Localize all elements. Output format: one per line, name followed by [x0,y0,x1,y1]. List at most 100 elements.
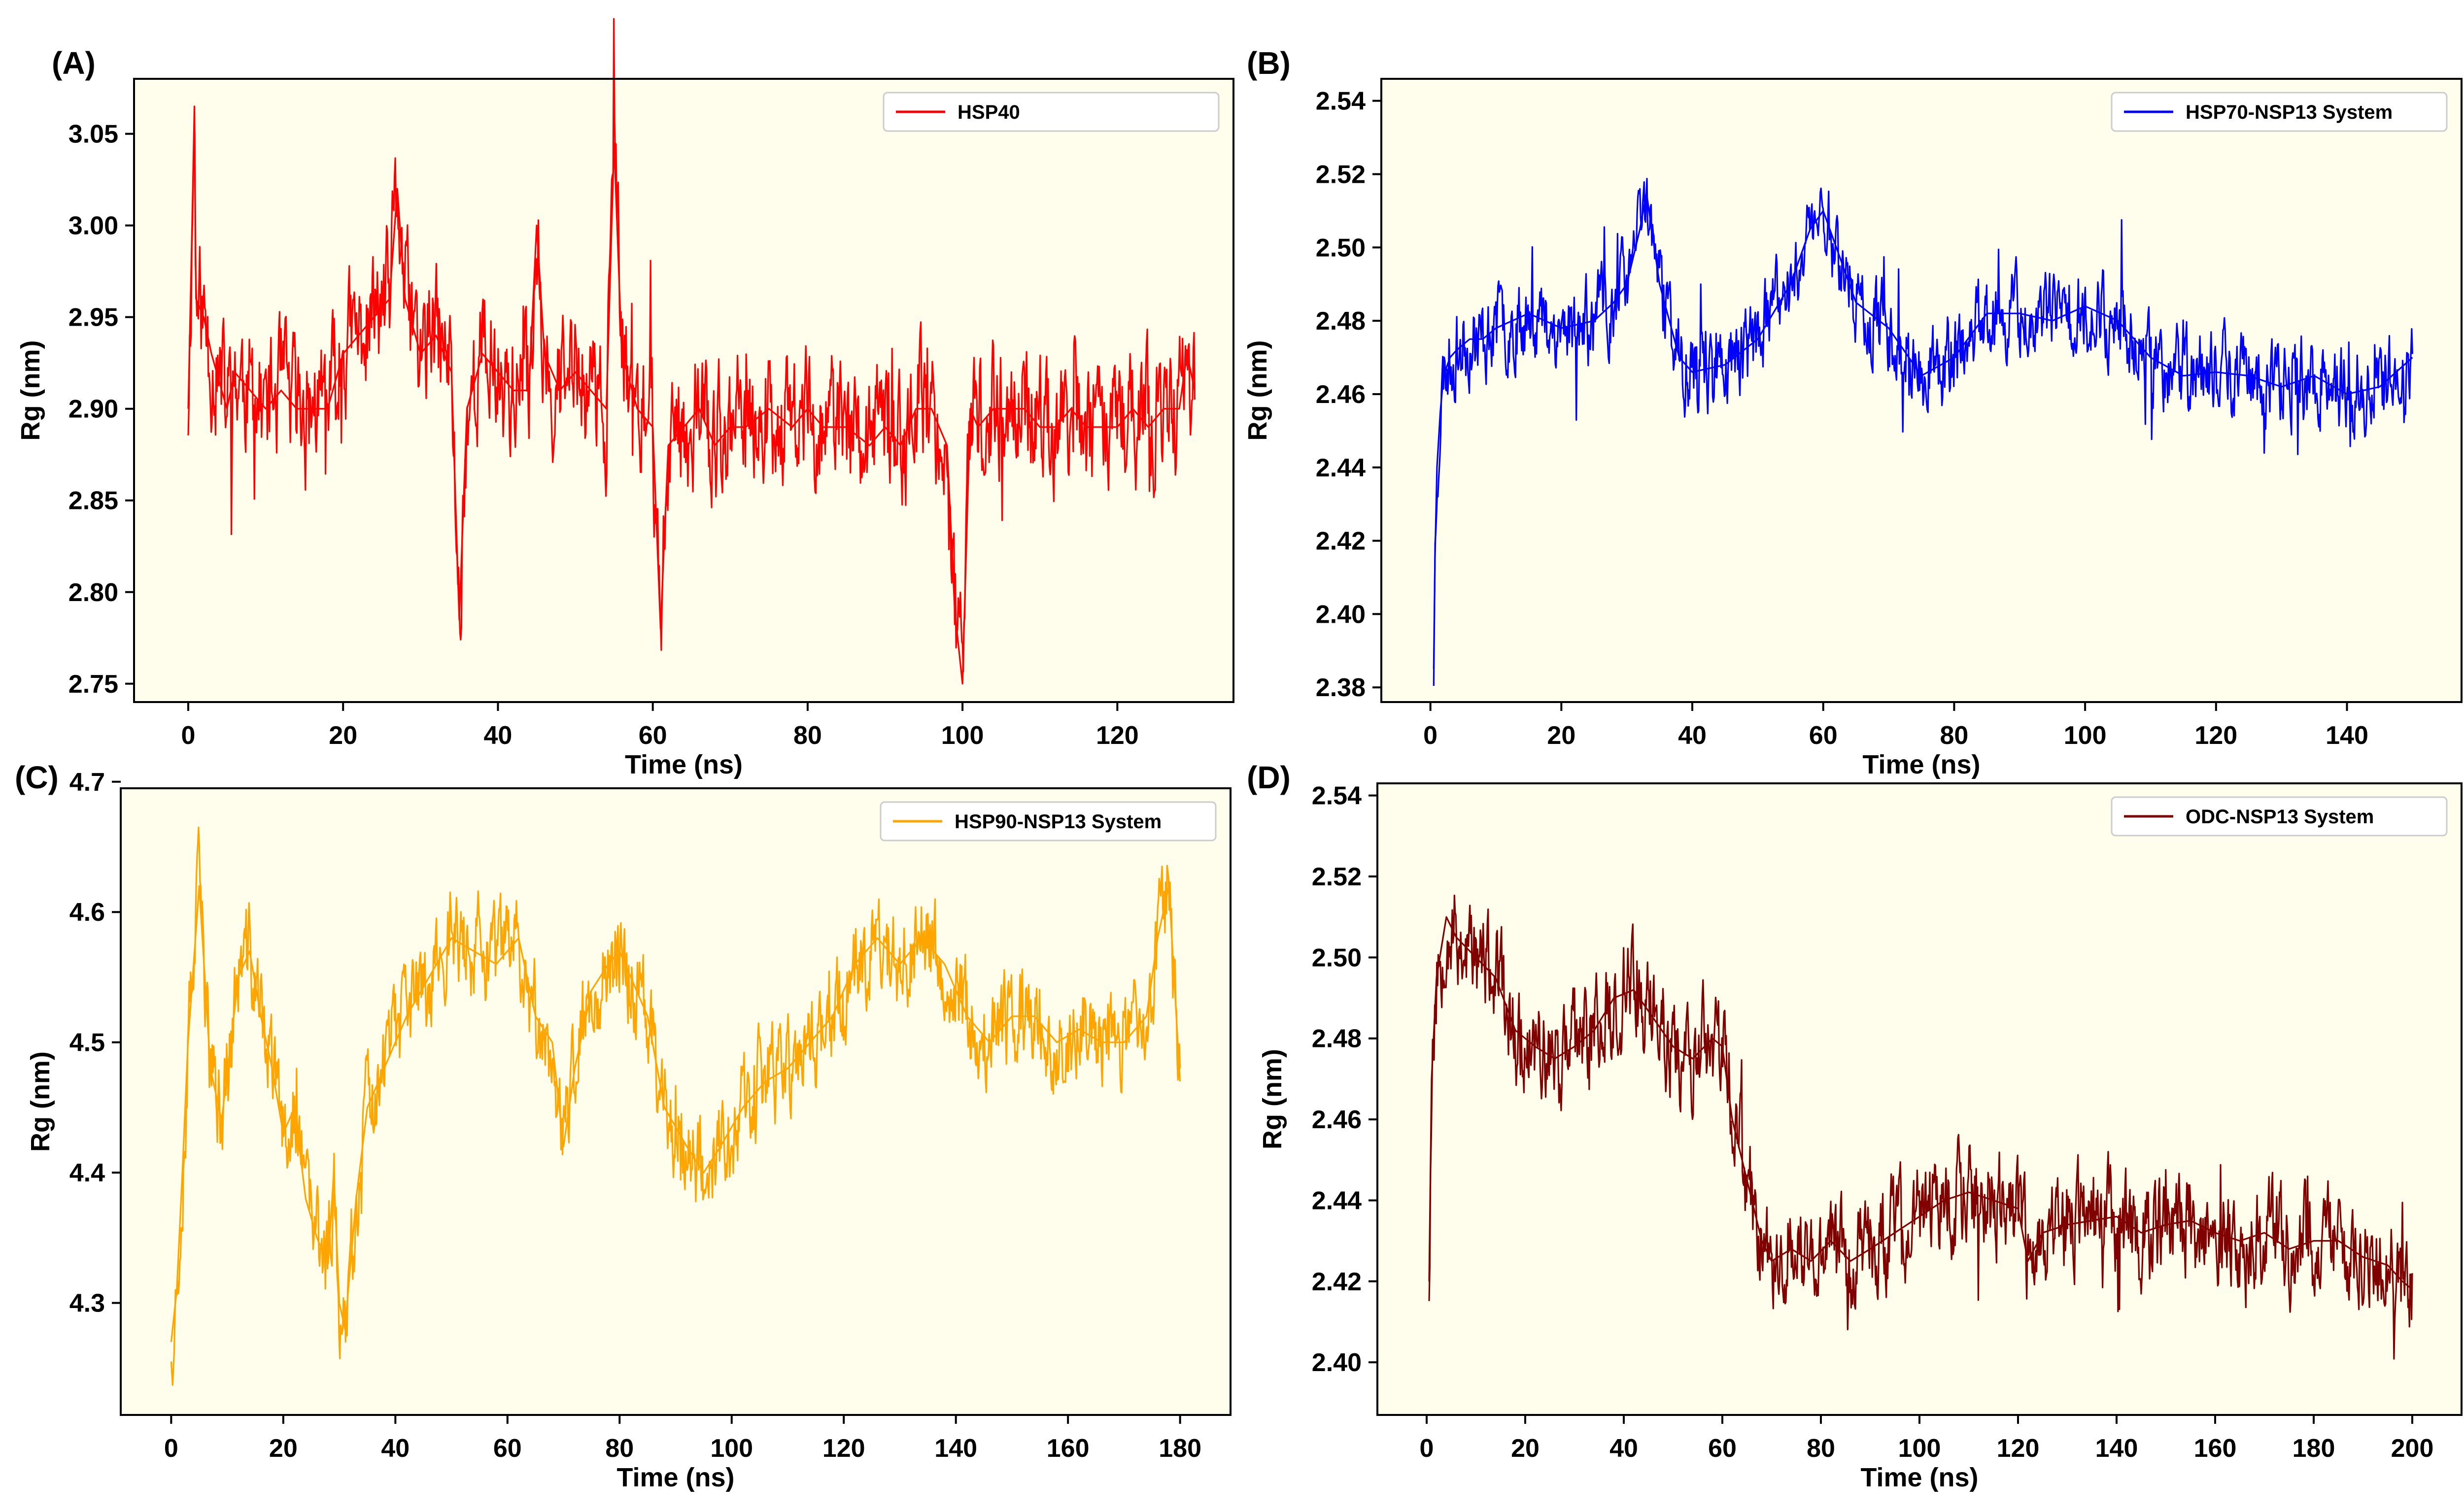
legend-box [2111,796,2448,837]
y-tick-label: 2.40 [1316,600,1366,629]
y-tick-label: 2.52 [1316,160,1366,189]
x-tick-label: 200 [2391,1434,2434,1463]
y-tick-label: 2.48 [1316,307,1366,336]
x-tick-label: 80 [793,721,822,750]
legend-label: HSP40 [958,101,1020,123]
y-tick-label: 2.38 [1316,673,1366,702]
x-tick-label: 180 [1159,1434,1201,1463]
x-tick-label: 40 [484,721,513,750]
y-tick-label: 4.6 [69,898,105,927]
x-axis-label: Time (ns) [625,750,743,779]
x-tick-label: 160 [2194,1434,2237,1463]
y-tick-label: 3.00 [68,212,118,240]
legend-box [883,92,1220,132]
x-tick-label: 60 [1708,1434,1737,1463]
series-trend-0 [187,105,1196,685]
x-tick-label: 100 [1898,1434,1941,1463]
series-line-0 [187,18,1196,672]
plot-area [1377,783,2462,1415]
panel-label: (A) [52,45,96,81]
y-tick-label: 2.50 [1316,234,1366,262]
x-tick-label: 180 [2293,1434,2335,1463]
legend-label: HSP90-NSP13 System [955,811,1162,833]
x-axis-label: Time (ns) [1862,750,1980,779]
y-tick-label: 2.46 [1312,1106,1362,1134]
y-axis-label: Rg (nm) [26,1051,55,1152]
x-tick-label: 0 [1423,721,1437,750]
y-tick-label: 4.4 [69,1159,105,1187]
series-trend-0 [170,885,1181,1343]
legend-box [2111,92,2448,132]
legend: HSP40 [883,92,1220,132]
axes-frame [1380,78,2463,703]
panel-label: (B) [1247,45,1291,81]
x-tick-label: 160 [1047,1434,1090,1463]
x-tick-label: 80 [1940,721,1969,750]
y-axis-label: Rg (nm) [1243,340,1272,441]
x-tick-label: 20 [1547,721,1575,750]
y-tick-label: 2.42 [1316,527,1366,556]
x-tick-label: 0 [164,1434,178,1463]
x-tick-label: 120 [2194,721,2237,750]
x-tick-label: 20 [269,1434,298,1463]
axes-frame [133,78,1234,703]
x-tick-label: 120 [1997,1434,2040,1463]
x-tick-label: 120 [822,1434,865,1463]
x-tick-label: 100 [941,721,984,750]
y-tick-label: 2.90 [68,395,118,424]
y-tick-label: 2.42 [1312,1268,1362,1296]
x-tick-label: 40 [1609,1434,1638,1463]
series-trend-0 [1433,192,2413,670]
x-tick-label: 140 [934,1434,977,1463]
y-tick-label: 4.7 [69,768,105,797]
x-tick-label: 80 [605,1434,634,1463]
legend-label: HSP70-NSP13 System [2186,101,2393,123]
legend-label: ODC-NSP13 System [2186,806,2374,828]
legend: HSP90-NSP13 System [880,801,1217,841]
x-tick-label: 140 [2095,1434,2138,1463]
series-trend-0 [1428,916,2413,1290]
panel-a: (A) HSP40 0 20 40 60 80 100 120 2.75 2.80 2.85 2.90 2… [16,18,1234,779]
y-tick-label: 2.95 [68,303,118,332]
x-axis-label: Time (ns) [1860,1463,1978,1492]
series-line-0 [1433,178,2413,686]
series-line-0 [170,826,1181,1386]
y-tick-label: 4.3 [69,1289,105,1318]
series-line-0 [1428,894,2413,1360]
y-tick-label: 2.75 [68,670,118,699]
y-tick-label: 2.44 [1312,1186,1362,1215]
y-tick-label: 2.80 [68,578,118,607]
y-axis-label: Rg (nm) [16,340,45,441]
legend-box [880,801,1217,841]
x-tick-label: 80 [1807,1434,1835,1463]
axes-frame [120,787,1232,1416]
panel-label: (D) [1247,760,1291,795]
legend: HSP70-NSP13 System [2111,92,2448,132]
y-tick-label: 2.50 [1312,943,1362,972]
y-tick-label: 3.05 [68,120,118,149]
y-tick-label: 4.5 [69,1029,105,1057]
y-tick-label: 2.54 [1312,782,1362,810]
x-tick-label: 100 [710,1434,753,1463]
y-tick-label: 2.44 [1316,454,1366,482]
legend: ODC-NSP13 System [2111,796,2448,837]
x-tick-label: 60 [493,1434,522,1463]
x-tick-label: 0 [181,721,196,750]
panel-label: (C) [15,760,59,795]
y-axis-label: Rg (nm) [1258,1049,1287,1149]
y-tick-label: 2.40 [1312,1348,1362,1377]
y-tick-label: 2.54 [1316,87,1366,116]
panel-d: (D) ODC-NSP13 System 0 20 40 60 80 100 120 140 160… [1247,760,2463,1492]
x-tick-label: 40 [1678,721,1707,750]
panel-b: (B) HSP70-NSP13 System 0 20 40 60 80 100 120 140 2… [1243,45,2463,779]
x-tick-label: 40 [381,1434,410,1463]
y-tick-label: 2.85 [68,487,118,515]
x-axis-label: Time (ns) [616,1463,734,1492]
x-tick-label: 140 [2326,721,2368,750]
x-tick-label: 20 [1511,1434,1540,1463]
panel-c: (C) HSP90-NSP13 System 0 20 40 60 80 100 120 140 1… [15,760,1232,1492]
y-tick-label: 2.48 [1312,1025,1362,1053]
x-tick-label: 60 [639,721,667,750]
x-tick-label: 60 [1809,721,1838,750]
